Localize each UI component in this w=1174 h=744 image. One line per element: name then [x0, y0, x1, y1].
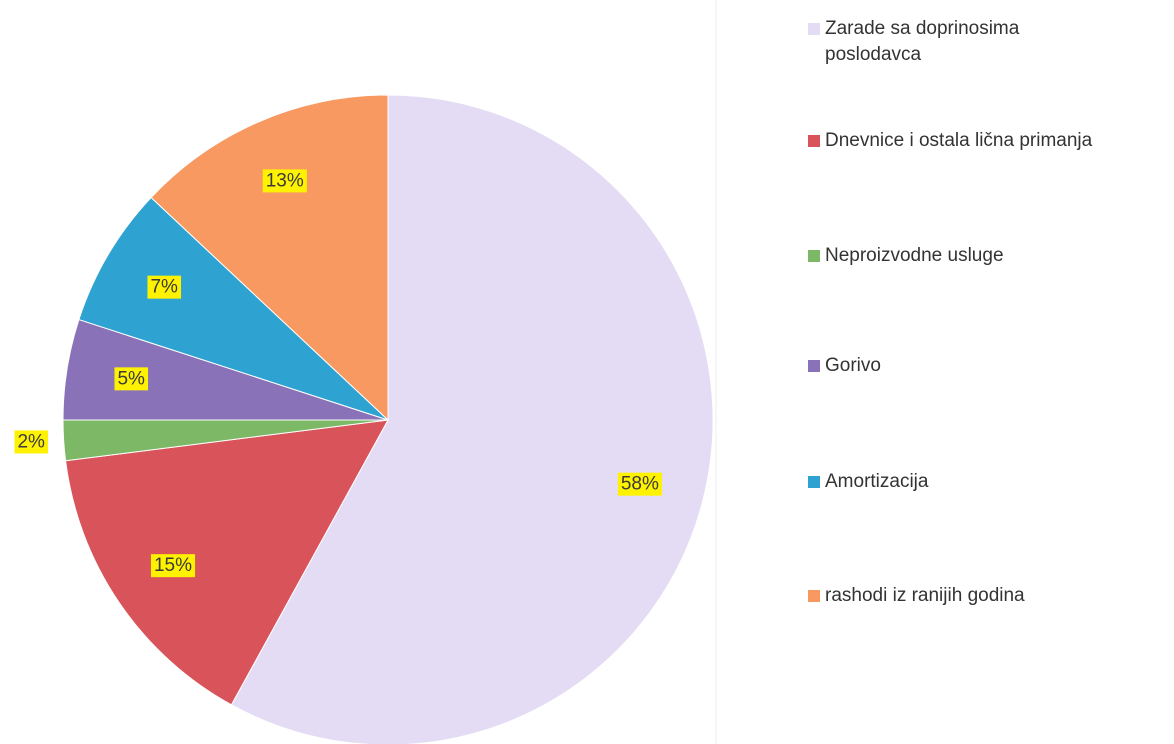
data-label: 7% [147, 275, 182, 299]
pie-slice [65, 419, 389, 706]
legend-item: Zarade sa doprinosima poslodavca [808, 16, 1075, 68]
data-label: 13% [262, 169, 307, 193]
legend-swatch [808, 360, 820, 372]
data-label-text: 2% [17, 431, 45, 452]
data-label: 15% [150, 554, 196, 578]
data-label-box [150, 554, 196, 578]
data-label-box [14, 430, 49, 454]
legend-swatch [808, 135, 820, 147]
pie-slice [230, 94, 714, 744]
data-label-text: 15% [154, 555, 192, 576]
data-label-box [114, 367, 149, 391]
data-label-text: 7% [150, 277, 178, 298]
legend-item: Gorivo [808, 353, 1170, 379]
legend-label: Amortizacija [825, 471, 929, 492]
data-label-text: 58% [621, 474, 659, 495]
legend-label: Gorivo [825, 355, 881, 376]
data-label: 2% [14, 430, 49, 454]
pie [62, 94, 714, 744]
data-label-box [617, 472, 662, 496]
data-label-box [147, 275, 182, 299]
legend-swatch [808, 23, 820, 35]
data-labels: 58% 15% 2% 5% 7% 13% [14, 169, 662, 578]
legend-label: Neproizvodne usluge [825, 245, 1004, 266]
data-label: 5% [114, 367, 149, 391]
legend-swatch [808, 476, 820, 488]
legend-swatch [808, 250, 820, 262]
data-label-text: 13% [266, 170, 304, 191]
legend-label: Dnevnice i ostala lična primanja [825, 130, 1093, 151]
legend-item: Neproizvodne usluge [808, 243, 1170, 269]
data-label-box [262, 169, 307, 193]
legend-swatch [808, 590, 820, 602]
legend-item: Dnevnice i ostala lična primanja [808, 128, 1170, 154]
legend-item: Amortizacija [808, 469, 1170, 495]
data-label: 58% [617, 472, 662, 496]
legend-item: rashodi iz ranijih godina [808, 583, 1170, 609]
pie-slice [78, 196, 389, 421]
data-label-text: 5% [117, 368, 145, 389]
legend-label: Zarade sa doprinosima poslodavca [825, 18, 1020, 65]
pie-slice [150, 94, 389, 422]
legend-label: rashodi iz ranijih godina [825, 585, 1025, 606]
